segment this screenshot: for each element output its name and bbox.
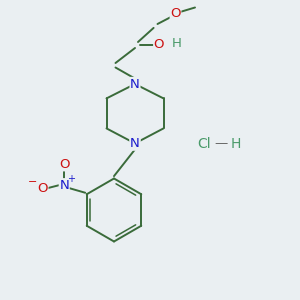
Text: N: N (130, 137, 140, 150)
Text: —: — (214, 137, 227, 151)
Text: O: O (170, 7, 181, 20)
Text: O: O (154, 38, 164, 52)
Text: N: N (59, 179, 69, 192)
Text: H: H (172, 37, 182, 50)
Text: −: − (28, 177, 38, 187)
Text: N: N (130, 137, 140, 150)
Text: Cl: Cl (197, 137, 211, 151)
Text: O: O (38, 182, 48, 195)
Text: N: N (130, 77, 140, 91)
Text: H: H (230, 137, 241, 151)
Text: O: O (59, 158, 70, 171)
Text: +: + (67, 174, 75, 184)
